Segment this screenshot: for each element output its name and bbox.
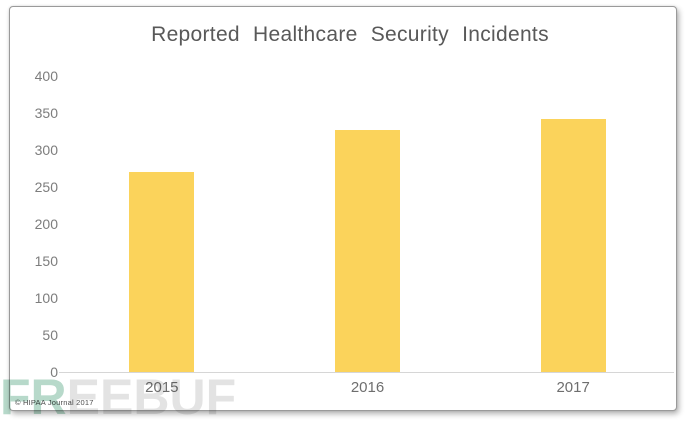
x-tick-label: 2017	[556, 379, 590, 396]
y-tick-label: 250	[34, 179, 58, 195]
y-tick-label: 200	[34, 216, 58, 232]
copyright-text: © HIPAA Journal 2017	[15, 398, 94, 407]
x-tick-label: 2016	[350, 379, 385, 396]
bar-2016	[335, 130, 400, 372]
y-tick-label: 400	[34, 68, 58, 84]
plot-area: 0 50 100 150 200 250 300 350 400 2015 2016 2017	[10, 7, 676, 410]
x-axis-line	[59, 372, 674, 373]
bar-2017	[540, 118, 606, 372]
x-tick-label: 2015	[145, 379, 179, 396]
chart-title: Reported Healthcare Security Incidents	[151, 23, 549, 46]
chart-frame: Reported Healthcare Security Incidents 0…	[9, 6, 677, 411]
y-tick-label: 100	[34, 290, 58, 306]
y-tick-label: 150	[34, 253, 58, 269]
y-tick-label: 300	[34, 142, 58, 158]
y-tick-label: 350	[34, 105, 58, 121]
y-tick-label: 0	[50, 364, 58, 380]
y-tick-label: 50	[42, 327, 58, 343]
bar-2015	[129, 172, 195, 372]
